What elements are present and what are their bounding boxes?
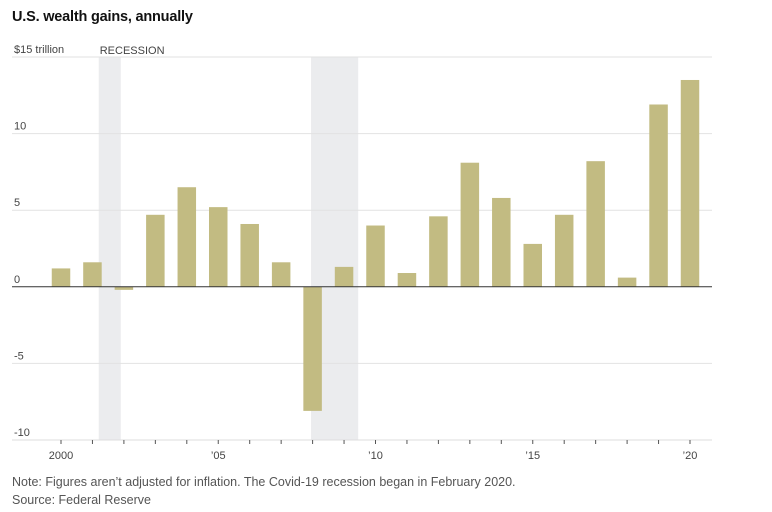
- bar-2019: [649, 104, 668, 287]
- bar-chart: RECESSION $15 trillion 10 5 0 -5 -10 2000 ’05 ’10…: [12, 44, 712, 462]
- bar-2003: [146, 214, 165, 287]
- bar-2014: [492, 197, 511, 287]
- bar-2005: [209, 207, 228, 287]
- bar-2013: [460, 162, 480, 287]
- bar-2017: [586, 161, 605, 287]
- bar-2002: [114, 286, 134, 290]
- bar-2016: [554, 214, 574, 287]
- axis-layer: RECESSION $15 trillion 10 5 0 -5 -10 2000 ’05 ’10…: [12, 44, 712, 462]
- x-tick-label: ’15: [525, 450, 540, 462]
- bar-2020: [680, 79, 700, 287]
- y-tick-label: -5: [14, 350, 24, 362]
- recession-band: [98, 57, 121, 440]
- bar-2011: [397, 273, 417, 287]
- x-tick-label: 2000: [49, 450, 73, 462]
- bar-2000: [51, 268, 71, 287]
- bar-2008: [303, 286, 322, 411]
- x-tick-label: ’20: [683, 450, 698, 462]
- chart-note: Note: Figures aren’t adjusted for inflat…: [12, 475, 516, 489]
- x-tick-label: ’10: [368, 450, 383, 462]
- y-tick-label: $15 trillion: [14, 44, 64, 56]
- bar-2010: [366, 225, 385, 287]
- bar-2012: [429, 216, 448, 287]
- x-tick-label: ’05: [211, 450, 226, 462]
- chart-source: Source: Federal Reserve: [12, 493, 151, 507]
- bar-2006: [240, 223, 259, 287]
- bar-2007: [271, 262, 291, 287]
- bar-2004: [177, 187, 197, 287]
- y-tick-label: -10: [14, 427, 30, 439]
- chart-title: U.S. wealth gains, annually: [12, 9, 193, 25]
- bar-2015: [523, 243, 542, 287]
- y-tick-label: 5: [14, 197, 20, 209]
- y-tick-label: 0: [14, 274, 20, 286]
- bar-2001: [83, 262, 102, 287]
- recession-label: RECESSION: [100, 45, 165, 57]
- y-tick-label: 10: [14, 121, 26, 133]
- bar-2018: [617, 277, 637, 287]
- bar-2009: [334, 266, 354, 287]
- bars-layer: [51, 79, 700, 411]
